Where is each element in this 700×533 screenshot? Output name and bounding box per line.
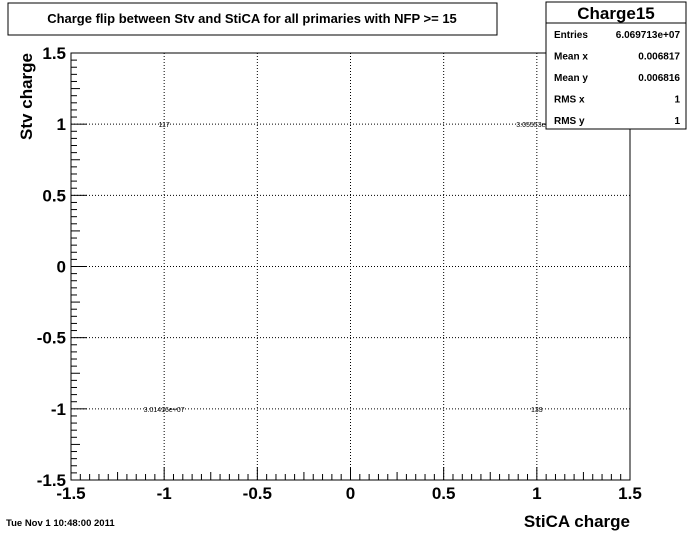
cell-value-label: 3.05553e+07 — [516, 122, 557, 129]
stats-row-label: RMS y — [554, 116, 585, 127]
y-tick-label: 0 — [57, 258, 66, 277]
grid-lines — [71, 53, 630, 480]
title-box: Charge flip between Stv and StiCA for al… — [7, 2, 498, 36]
x-tick-label: 1 — [532, 484, 541, 503]
timestamp: Tue Nov 1 10:48:00 2011 — [6, 518, 115, 529]
x-tick-label: 0 — [346, 484, 355, 503]
cell-value-label: 133 — [531, 407, 543, 414]
y-tick-label: 1.5 — [42, 44, 66, 63]
x-tick-label: -1.5 — [56, 484, 85, 503]
stats-row-value: 6.069713e+07 — [616, 30, 681, 41]
cell-labels: 117 3.05553e+07 3.01416e+07 133 — [144, 122, 558, 414]
cell-value-label: 3.01416e+07 — [144, 407, 185, 414]
y-tick-label: 1 — [57, 115, 66, 134]
stats-row-value: 1 — [674, 95, 680, 106]
x-tick-label: 1.5 — [618, 484, 642, 503]
x-tick-label: -0.5 — [243, 484, 272, 503]
stats-row-value: 0.006816 — [638, 73, 680, 84]
x-axis-title: StiCA charge — [524, 512, 630, 531]
y-tick-label: -1 — [51, 400, 66, 419]
y-tick-label: -1.5 — [37, 471, 66, 490]
y-tick-label: 0.5 — [42, 186, 66, 205]
chart-title: Charge flip between Stv and StiCA for al… — [47, 11, 457, 26]
axis-ticks — [70, 52, 631, 481]
x-tick-label: -1 — [157, 484, 172, 503]
y-axis-title: Stv charge — [17, 53, 36, 140]
stats-row-label: RMS x — [554, 95, 585, 106]
stats-name: Charge15 — [577, 4, 654, 23]
stats-row-label: Mean y — [554, 73, 588, 84]
stats-row-value: 1 — [674, 116, 680, 127]
cell-value-label: 117 — [159, 122, 170, 129]
stats-row-value: 0.006817 — [638, 52, 680, 63]
x-tick-labels: -1.5 -1 -0.5 0 0.5 1 1.5 — [56, 484, 641, 503]
stats-box: Charge15 Entries 6.069713e+07 Mean x 0.0068… — [545, 1, 687, 130]
stats-row-label: Entries — [554, 30, 588, 41]
x-tick-label: 0.5 — [432, 484, 456, 503]
stats-row-label: Mean x — [554, 52, 588, 63]
y-tick-label: -0.5 — [37, 329, 66, 348]
y-tick-labels: -1.5 -1 -0.5 0 0.5 1 1.5 — [37, 44, 66, 490]
